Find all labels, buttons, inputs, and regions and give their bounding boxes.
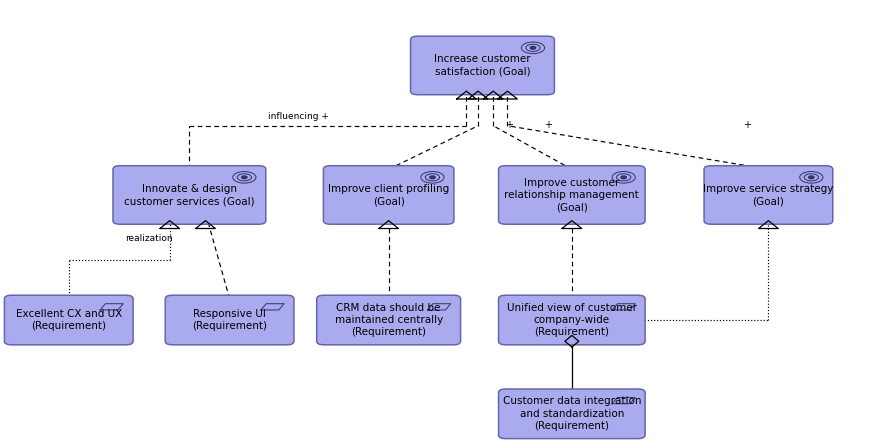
Text: Innovate & design
customer services (Goal): Innovate & design customer services (Goa… <box>124 184 254 206</box>
FancyBboxPatch shape <box>323 166 454 224</box>
Text: realization: realization <box>125 233 173 242</box>
Text: Improve customer
relationship management
(Goal): Improve customer relationship management… <box>504 177 639 212</box>
Text: influencing +: influencing + <box>268 112 329 121</box>
Circle shape <box>530 47 536 49</box>
Text: Improve service strategy
(Goal): Improve service strategy (Goal) <box>703 184 833 206</box>
FancyBboxPatch shape <box>498 166 645 224</box>
Text: Increase customer
satisfaction (Goal): Increase customer satisfaction (Goal) <box>435 54 530 77</box>
FancyBboxPatch shape <box>4 295 134 345</box>
FancyBboxPatch shape <box>704 166 832 224</box>
Text: Responsive UI
(Requirement): Responsive UI (Requirement) <box>192 309 267 331</box>
FancyBboxPatch shape <box>410 36 555 95</box>
FancyBboxPatch shape <box>316 295 461 345</box>
Text: Improve client profiling
(Goal): Improve client profiling (Goal) <box>328 184 449 206</box>
Circle shape <box>430 176 435 179</box>
Text: +: + <box>744 120 752 130</box>
FancyBboxPatch shape <box>165 295 294 345</box>
Text: Unified view of customer
company-wide
(Requirement): Unified view of customer company-wide (R… <box>507 302 637 337</box>
Circle shape <box>242 176 247 179</box>
Text: +: + <box>544 120 552 130</box>
Circle shape <box>808 176 814 179</box>
Text: +: + <box>504 120 513 130</box>
FancyBboxPatch shape <box>113 166 266 224</box>
FancyBboxPatch shape <box>498 389 645 439</box>
FancyBboxPatch shape <box>498 295 645 345</box>
Text: Customer data integration
and standardization
(Requirement): Customer data integration and standardiz… <box>503 396 641 431</box>
Circle shape <box>621 176 626 179</box>
Text: CRM data should be
maintained centrally
(Requirement): CRM data should be maintained centrally … <box>334 302 443 337</box>
Text: Excellent CX and UX
(Requirement): Excellent CX and UX (Requirement) <box>15 309 122 331</box>
